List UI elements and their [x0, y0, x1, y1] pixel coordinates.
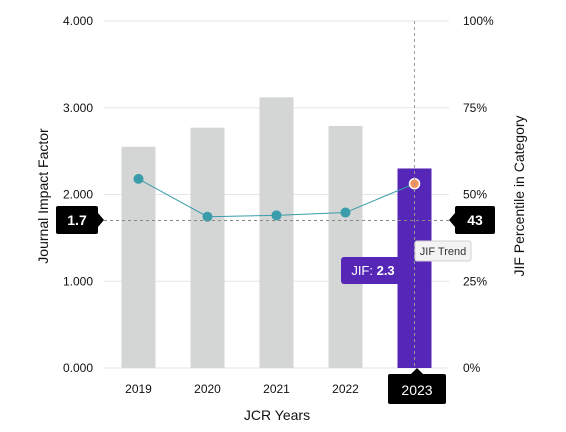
- trend-line: [133, 173, 421, 222]
- x-tick-label: 2022: [332, 382, 359, 396]
- jif-tooltip-value: 2.3: [377, 263, 395, 278]
- bars: [121, 97, 432, 368]
- trend-tooltip-label: JIF Trend: [420, 246, 466, 258]
- x-tick-label: 2021: [263, 382, 290, 396]
- x-tick-label: 2019: [125, 382, 152, 396]
- bar-2022: [328, 125, 363, 368]
- axes: 4.000 100% 3.000 75% 2.000 50% 1.000 25% 0.000 0%…: [63, 14, 494, 396]
- trend-point-2022: [340, 207, 351, 218]
- right-reference-value: 43: [467, 212, 483, 228]
- svg-text:JIF: 2.3: JIF: 2.3: [351, 263, 394, 278]
- y-left-tick-label: 0.000: [63, 361, 93, 375]
- y-right-tick-label: 25%: [463, 274, 487, 288]
- y-axis-right-title: JIF Percentile in Category: [511, 115, 527, 276]
- y-right-tick-label: 100%: [463, 14, 494, 28]
- x-tick-label: 2020: [194, 382, 221, 396]
- trend-point-2021: [271, 210, 282, 221]
- left-reference-value: 1.7: [67, 212, 87, 228]
- y-right-tick-label: 0%: [463, 361, 481, 375]
- selected-year-label: 2023: [401, 382, 432, 398]
- y-right-tick-label: 75%: [463, 101, 487, 115]
- selected-year-badge[interactable]: 2023: [388, 368, 446, 404]
- reference-lines: [104, 21, 449, 368]
- bar-2021: [259, 97, 294, 368]
- trend-tooltip: JIF Trend: [414, 240, 472, 262]
- y-left-tick-label: 1.000: [63, 274, 93, 288]
- y-right-tick-label: 50%: [463, 188, 487, 202]
- trend-point-2020: [202, 211, 213, 222]
- left-reference-badge: 1.7: [56, 206, 104, 234]
- y-left-tick-label: 3.000: [63, 101, 93, 115]
- right-reference-badge: 43: [449, 206, 495, 234]
- jif-tooltip: JIF: 2.3: [341, 257, 411, 284]
- jif-tooltip-prefix: JIF:: [351, 263, 376, 278]
- x-axis-title: JCR Years: [244, 407, 310, 423]
- y-axis-left-title: Journal Impact Factor: [35, 128, 51, 264]
- y-left-tick-label: 2.000: [63, 188, 93, 202]
- y-left-tick-label: 4.000: [63, 14, 93, 28]
- bar-2020: [190, 127, 225, 368]
- trend-point-2019: [133, 173, 144, 184]
